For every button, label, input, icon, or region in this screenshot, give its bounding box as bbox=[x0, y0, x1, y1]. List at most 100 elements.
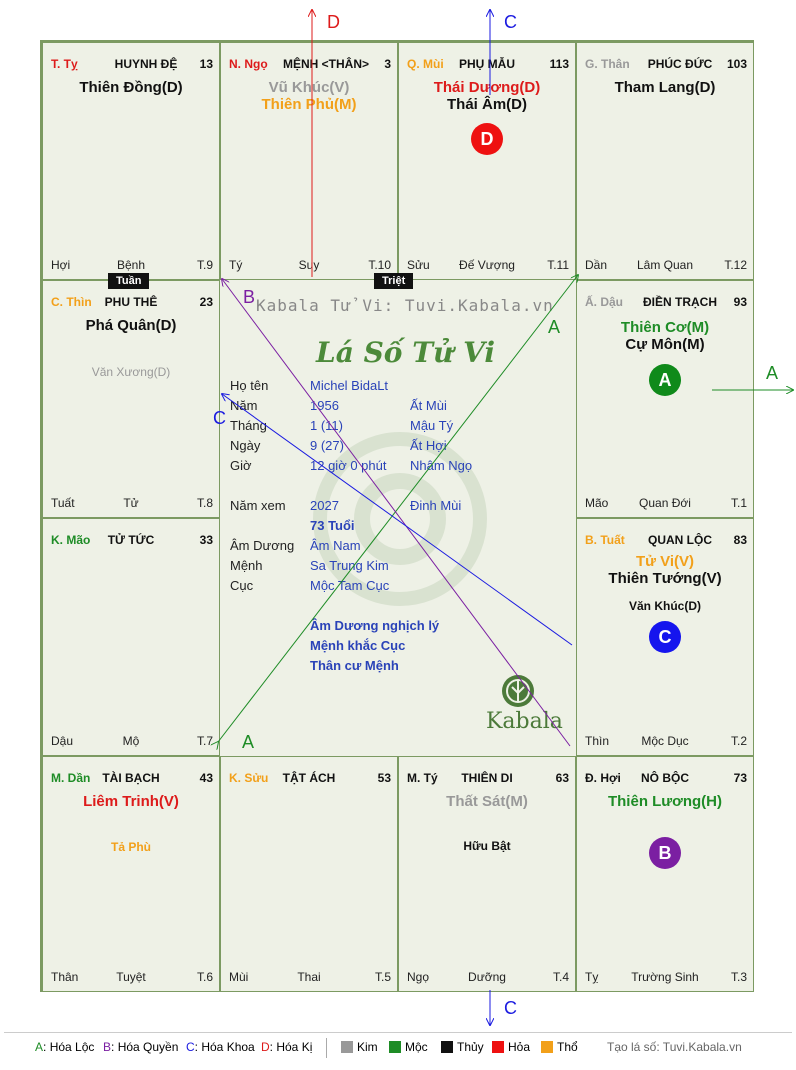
cell-bottom-left: Thân bbox=[51, 970, 79, 984]
palace-name: TỬ TỨC bbox=[107, 533, 155, 547]
info-note: Mệnh khắc Cục bbox=[310, 638, 406, 653]
palace-number: 113 bbox=[549, 57, 569, 71]
info-label: Tháng bbox=[230, 418, 267, 433]
legend-thuy: Thủy bbox=[441, 1040, 484, 1054]
info-label: Năm xem bbox=[230, 498, 286, 513]
main-star: Tử Vi(V) bbox=[635, 553, 695, 570]
cell-bottom-right: T.2 bbox=[730, 734, 747, 748]
minor-star: Văn Xương(D) bbox=[91, 365, 171, 379]
info-label: Mệnh bbox=[230, 558, 263, 573]
palace-number: 43 bbox=[199, 771, 213, 785]
hoa-ki-marker: D bbox=[471, 123, 503, 155]
info-label: Họ tên bbox=[230, 378, 269, 393]
palace-ngo[interactable]: N. Ngọ MỆNH <THÂN> 3 Vũ Khúc(V) Thiên Ph… bbox=[220, 42, 398, 280]
palace-position: Q. Mùi bbox=[407, 57, 444, 71]
palace-name: NÔ BỘC bbox=[641, 771, 689, 785]
legend-text: Hóa Kị bbox=[276, 1040, 313, 1054]
palace-dan[interactable]: M. Dần TÀI BẠCH 43 Liêm Trinh(V) Tả Phù … bbox=[42, 756, 220, 992]
palace-name: ĐIỀN TRẠCH bbox=[643, 295, 717, 309]
info-age: 73 Tuổi bbox=[310, 518, 355, 533]
palace-suu[interactable]: K. Sửu TẬT ÁCH 53 Mùi Thai T.5 bbox=[220, 756, 398, 992]
main-star: Thái Dương(D) bbox=[433, 79, 541, 96]
palace-name: QUAN LỘC bbox=[648, 533, 712, 547]
color-swatch bbox=[341, 1041, 353, 1053]
main-star: Thiên Tướng(V) bbox=[608, 570, 722, 587]
main-star: Thái Âm(D) bbox=[447, 96, 527, 113]
cell-bottom-right: T.10 bbox=[368, 258, 391, 272]
palace-number: 23 bbox=[199, 295, 213, 309]
palace-name: TẬT ÁCH bbox=[282, 771, 336, 785]
palace-number: 83 bbox=[733, 533, 747, 547]
cell-bottom-right: T.5 bbox=[374, 970, 391, 984]
cell-bottom-center: Tử bbox=[123, 496, 139, 510]
main-star: Liêm Trinh(V) bbox=[83, 793, 179, 810]
arrow-label-c-top: C bbox=[504, 12, 517, 32]
palace-ty[interactable]: T. Tỵ HUYNH ĐỆ 13 Thiên Đồng(D) Hợi Bệnh… bbox=[42, 42, 220, 280]
cell-bottom-left: Tuất bbox=[51, 496, 75, 510]
info-label: Âm Dương bbox=[230, 538, 295, 553]
color-swatch bbox=[541, 1041, 553, 1053]
info-label: Ngày bbox=[230, 438, 261, 453]
legend-key: D bbox=[261, 1040, 270, 1054]
palace-mui[interactable]: Q. Mùi PHỤ MẪU 113 Thái Dương(D) Thái Âm… bbox=[398, 42, 576, 280]
palace-thin[interactable]: C. Thìn PHU THÊ 23 Phá Quân(D) Văn Xương… bbox=[42, 280, 220, 518]
cell-bottom-left: Tý bbox=[229, 258, 243, 272]
credit-link[interactable]: Tạo lá số: Tuvi.Kabala.vn bbox=[607, 1040, 742, 1054]
cell-bottom-center: Mộc Dục bbox=[641, 734, 689, 748]
palace-position: M. Dần bbox=[51, 771, 91, 785]
triet-badge: Triệt bbox=[374, 273, 414, 289]
palace-tuat[interactable]: B. Tuất QUAN LỘC 83 Tử Vi(V) Thiên Tướng… bbox=[576, 518, 754, 756]
legend-hoa-ki: D: Hóa Kị bbox=[261, 1040, 313, 1054]
cell-bottom-left: Ngọ bbox=[407, 970, 430, 984]
kabala-tree-logo-icon bbox=[502, 675, 534, 707]
kabala-logo-text: Kabala bbox=[486, 709, 563, 734]
cell-bottom-center: Tuyệt bbox=[116, 970, 146, 984]
palace-name: MỆNH <THÂN> bbox=[282, 57, 369, 71]
palace-hoi[interactable]: Đ. Hợi NÔ BỘC 73 Thiên Lương(H) B Tỵ Trư… bbox=[576, 756, 754, 992]
cell-bottom-right: T.9 bbox=[196, 258, 213, 272]
legend-key: A bbox=[35, 1040, 44, 1054]
hoa-loc-marker: A bbox=[649, 364, 681, 396]
palace-position: G. Thân bbox=[585, 57, 630, 71]
main-star: Thiên Cơ(M) bbox=[620, 319, 710, 336]
palace-number: 73 bbox=[733, 771, 747, 785]
cell-bottom-right: T.1 bbox=[730, 496, 747, 510]
info-value: Michel BidaLt bbox=[310, 378, 389, 393]
color-swatch bbox=[389, 1041, 401, 1053]
info-value: 9 (27) bbox=[310, 438, 344, 453]
line-label-b: B bbox=[243, 287, 256, 307]
palace-name: PHU THÊ bbox=[104, 295, 158, 309]
legend-hoa-loc: A: Hóa Lộc bbox=[35, 1040, 95, 1054]
cell-bottom-center: Lâm Quan bbox=[636, 258, 694, 272]
palace-name: PHỤ MẪU bbox=[459, 57, 515, 71]
legend-text: Thủy bbox=[457, 1040, 484, 1054]
info-value: 12 giờ 0 phút bbox=[310, 458, 387, 473]
palace-position: Đ. Hợi bbox=[585, 771, 621, 785]
cell-bottom-left: Mão bbox=[585, 496, 609, 510]
cell-bottom-right: T.11 bbox=[547, 258, 569, 272]
line-label-a-bottom: A bbox=[242, 732, 255, 752]
palace-position: N. Ngọ bbox=[229, 57, 268, 71]
palace-name: HUYNH ĐỆ bbox=[114, 57, 178, 71]
minor-star: Hữu Bật bbox=[463, 839, 511, 853]
palace-mao[interactable]: K. Mão TỬ TỨC 33 Dậu Mộ T.7 bbox=[42, 518, 220, 756]
cell-bottom-left: Sửu bbox=[407, 258, 430, 272]
info-can-chi: Ất Hợi bbox=[410, 438, 447, 453]
hoa-quyen-marker: B bbox=[649, 837, 681, 869]
legend-hoa-quyen: B: Hóa Quyền bbox=[103, 1040, 179, 1054]
palace-number: 3 bbox=[384, 57, 391, 71]
cell-bottom-right: T.6 bbox=[196, 970, 213, 984]
palace-position: Ấ. Dậu bbox=[585, 295, 624, 309]
legend-key: C bbox=[186, 1040, 195, 1054]
palace-number: 53 bbox=[377, 771, 391, 785]
palace-tyy[interactable]: M. Tý THIÊN DI 63 Thất Sát(M) Hữu Bật Ng… bbox=[398, 756, 576, 992]
legend-text: Hóa Khoa bbox=[201, 1040, 255, 1054]
palace-name: PHÚC ĐỨC bbox=[647, 57, 713, 71]
site-watermark: Kabala Tử Vi: Tuvi.Kabala.vn bbox=[256, 296, 554, 315]
palace-than[interactable]: G. Thân PHÚC ĐỨC 103 Tham Lang(D) Dần Lâ… bbox=[576, 42, 754, 280]
palace-dau[interactable]: Ấ. Dậu ĐIỀN TRẠCH 93 Thiên Cơ(M) Cự Môn(… bbox=[576, 280, 754, 518]
legend-divider bbox=[4, 1032, 792, 1033]
palace-number: 93 bbox=[733, 295, 747, 309]
palace-number: 33 bbox=[199, 533, 213, 547]
cell-bottom-right: T.3 bbox=[730, 970, 747, 984]
